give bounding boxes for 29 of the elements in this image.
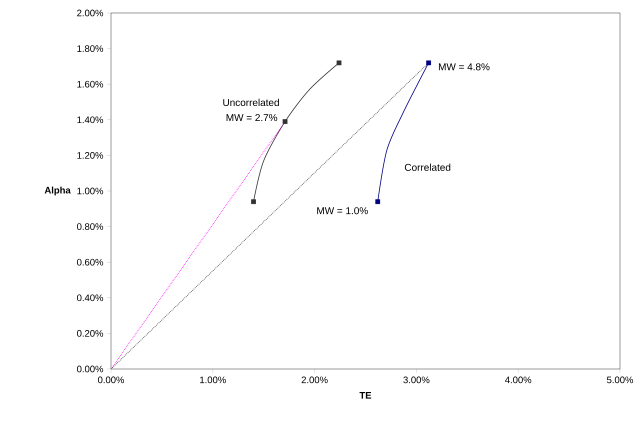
point xyxy=(336,60,342,66)
y-tick-label: 0.40% xyxy=(77,294,104,302)
x-axis-title: TE xyxy=(360,392,372,399)
point xyxy=(375,199,380,204)
annotation: MW = 4.8% xyxy=(438,63,490,70)
y-tick-label: 1.00% xyxy=(77,188,104,194)
text: Correlated xyxy=(404,164,450,171)
x-tick-label: 1.00% xyxy=(200,376,226,384)
y-tick-label: 1.40% xyxy=(77,116,104,124)
point xyxy=(426,60,432,66)
x-tick-label: 4.00% xyxy=(505,376,532,384)
x-tick-label: 5.00% xyxy=(606,376,634,384)
y-axis-title: Alpha xyxy=(44,186,71,196)
x-tick-label: 3.00% xyxy=(403,376,430,384)
annotation: MW = 1.0% xyxy=(317,207,368,214)
y-tick-label: 1.80% xyxy=(77,45,104,52)
y-tick-label: 0.80% xyxy=(77,223,104,230)
y-tick-label: 0.00% xyxy=(77,366,104,372)
annotation: MW = 2.7% xyxy=(226,114,278,122)
point xyxy=(251,199,256,204)
x-tick-label: 2.00% xyxy=(302,376,328,384)
y-tick-label: 1.60% xyxy=(77,80,104,88)
x-tick-label: 0.00% xyxy=(98,376,124,384)
y-tick-label: 1.20% xyxy=(77,152,104,159)
series-label: Uncorrelated xyxy=(223,98,279,106)
y-tick-label: 0.60% xyxy=(77,258,104,266)
y-tick-label: 2.00% xyxy=(77,10,104,16)
y-tick-label: 0.20% xyxy=(77,330,104,337)
point xyxy=(282,119,288,124)
